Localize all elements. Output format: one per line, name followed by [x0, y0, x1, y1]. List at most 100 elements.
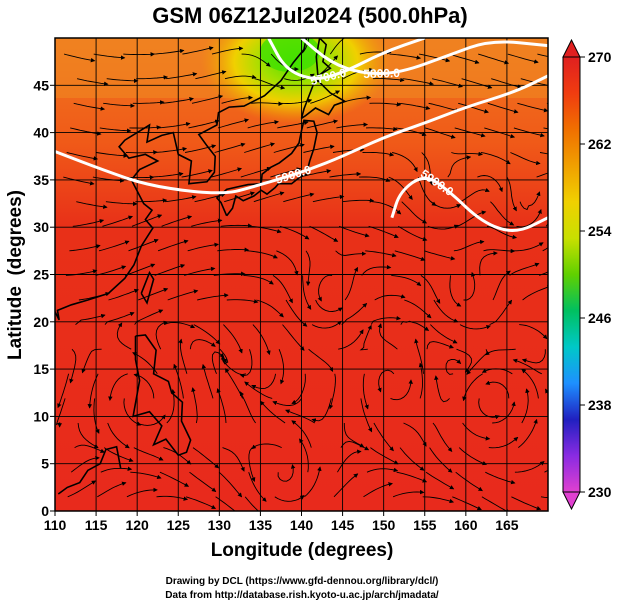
streamline [430, 324, 458, 344]
streamline [414, 338, 424, 374]
streamline [402, 78, 434, 86]
streamline [395, 127, 427, 137]
streamline [462, 373, 483, 402]
streamline [341, 302, 368, 325]
streamline [451, 151, 483, 157]
streamline [445, 358, 462, 375]
streamline [185, 144, 217, 153]
streamline [97, 481, 127, 498]
streamline [458, 102, 489, 114]
streamline [517, 102, 548, 113]
x-tick-label: 160 [454, 517, 478, 533]
streamline [100, 466, 133, 473]
streamline [510, 152, 541, 166]
streamline [224, 74, 257, 80]
streamline [195, 70, 227, 80]
streamline [102, 215, 134, 227]
streamline [157, 239, 189, 252]
streamline [489, 299, 513, 326]
streamline [401, 201, 428, 224]
colorbar-max-arrow [562, 38, 581, 58]
streamline [246, 250, 278, 259]
streamline [218, 471, 243, 498]
streamline [57, 373, 70, 409]
streamline [521, 388, 530, 424]
streamline [478, 53, 510, 65]
streamline [244, 381, 273, 399]
streamline [389, 53, 422, 60]
y-axis: 0 5 10 15 20 25 30 35 40 45 [33, 77, 55, 519]
streamline [291, 373, 306, 404]
contour-line [55, 74, 548, 195]
streamline [135, 198, 168, 203]
streamline [285, 299, 308, 327]
streamline [458, 447, 487, 466]
streamline [311, 320, 342, 329]
streamline [478, 398, 500, 420]
y-tick-label: 0 [41, 503, 49, 519]
streamline [361, 264, 392, 276]
streamline [359, 176, 391, 182]
streamline [220, 223, 253, 228]
streamline [486, 225, 518, 240]
streamline [507, 53, 539, 64]
streamline [272, 275, 293, 304]
coastline [315, 38, 332, 77]
streamline [278, 349, 285, 385]
streamline [308, 348, 334, 372]
streamline [373, 422, 394, 452]
streamline [374, 294, 406, 301]
streamline [247, 120, 279, 129]
streamline [513, 242, 544, 252]
streamline [189, 471, 217, 492]
streamline [457, 210, 487, 227]
streamline [372, 77, 405, 83]
streamline [72, 219, 105, 227]
streamline [485, 471, 516, 485]
colorbar-tick-label: 230 [588, 484, 612, 500]
streamline [165, 72, 198, 80]
streamline [426, 341, 454, 350]
streamline [108, 373, 128, 401]
streamline [239, 391, 256, 424]
streamline [363, 482, 393, 498]
streamline [77, 78, 109, 87]
streamline [399, 447, 425, 471]
streamline [63, 176, 95, 186]
x-tick-label: 110 [44, 517, 67, 533]
x-tick-label: 140 [290, 517, 314, 533]
streamline [425, 471, 455, 490]
colorbar-min-arrow [562, 491, 581, 511]
streamline [372, 201, 402, 215]
streamline [519, 324, 548, 340]
streamline [55, 398, 66, 428]
streamline [191, 387, 198, 424]
streamline [452, 496, 482, 511]
x-tick-label: 135 [249, 517, 273, 533]
grid-lines [55, 38, 548, 511]
streamline [336, 122, 369, 129]
streamline [251, 101, 283, 107]
chart-title: GSM 06Z12Jul2024 (500.0hPa) [152, 3, 468, 28]
streamline [540, 496, 548, 499]
streamline [343, 422, 365, 448]
streamline [240, 166, 272, 178]
x-tick-label: 115 [85, 517, 108, 533]
streamline [304, 466, 322, 498]
streamline [299, 169, 332, 178]
streamline [359, 324, 372, 351]
x-axis-title: Longitude (degrees) [211, 540, 394, 561]
streamline [392, 489, 425, 498]
streamline [192, 447, 220, 469]
streamline [254, 78, 286, 90]
streamline [225, 368, 244, 399]
streamline [388, 176, 413, 200]
y-tick-label: 35 [33, 172, 49, 188]
streamline [69, 348, 77, 384]
streamline [461, 78, 493, 89]
streamline [217, 118, 250, 129]
streamline [404, 299, 432, 319]
x-tick-label: 130 [208, 517, 232, 533]
streamline [161, 215, 193, 227]
